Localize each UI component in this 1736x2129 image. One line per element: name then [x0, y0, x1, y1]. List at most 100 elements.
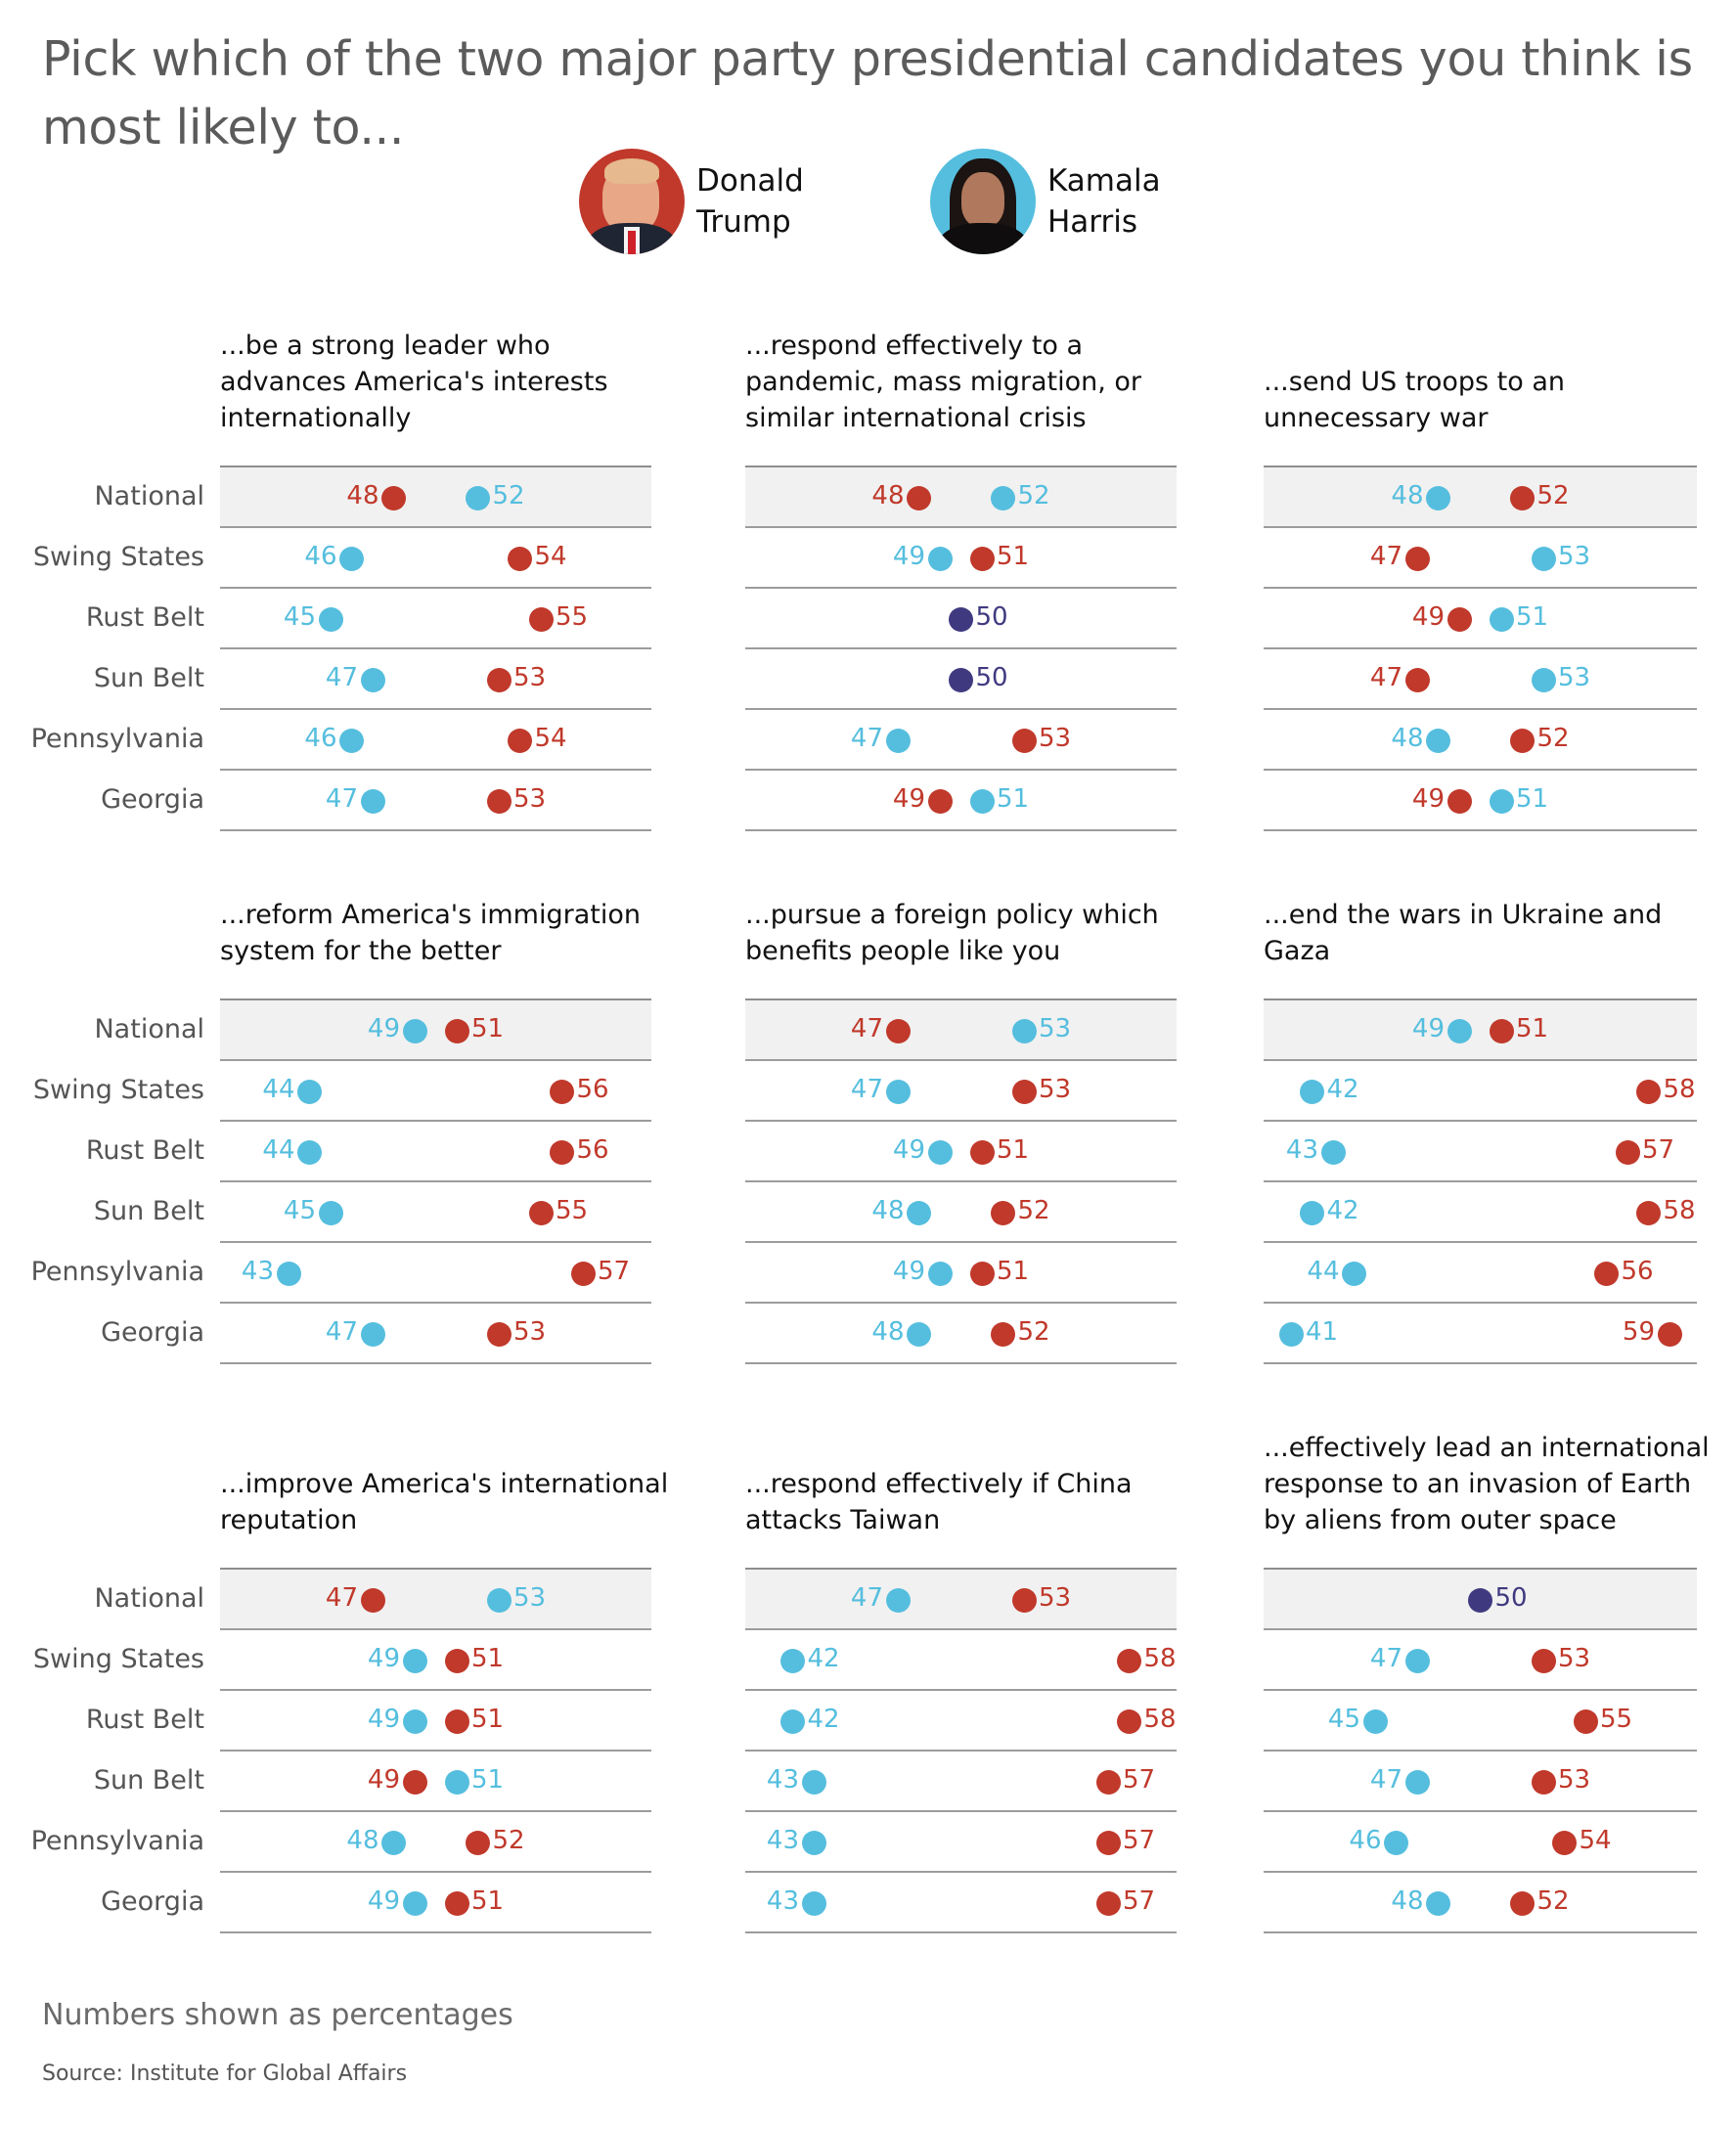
- panel-7: ...improve America's international reput…: [31, 1469, 668, 1933]
- trump-dot: [1011, 729, 1037, 753]
- harris-value-label: 47: [1369, 1765, 1402, 1795]
- harris-value-label: 53: [513, 1583, 547, 1613]
- row-label: Swing States: [32, 542, 204, 572]
- harris-value-label: 53: [1039, 1014, 1072, 1043]
- trump-dot: [528, 1201, 554, 1225]
- trump-value-label: 54: [534, 542, 567, 571]
- table-row: Swing States 54 46: [33, 528, 651, 589]
- trump-dot: [508, 729, 532, 753]
- trump-dot: [486, 668, 512, 692]
- tie-dot: [1468, 1588, 1492, 1613]
- trump-dot: [486, 789, 512, 814]
- trump-value-label: 47: [1369, 542, 1402, 571]
- panel-4: ...reform America's immigration system f…: [31, 900, 651, 1364]
- harris-value-label: 45: [1327, 1705, 1360, 1734]
- row-label: Pennsylvania: [30, 1257, 204, 1287]
- harris-value-label: 47: [850, 1075, 883, 1104]
- table-row: Swing States 51 49: [33, 1630, 651, 1691]
- harris-dot: [885, 1080, 911, 1104]
- table-row: 57 43: [745, 1812, 1177, 1873]
- trump-value-label: 57: [1123, 1886, 1156, 1916]
- panel-8: ...respond effectively if China attacks …: [745, 1469, 1177, 1933]
- trump-dot: [444, 1019, 469, 1043]
- trump-dot: [1510, 486, 1535, 510]
- trump-dot: [486, 1322, 512, 1347]
- table-row: Swing States 56 44: [33, 1061, 651, 1122]
- tie-value-label: 50: [975, 602, 1008, 632]
- trump-dot: [969, 1140, 995, 1165]
- harris-dot: [907, 1201, 931, 1225]
- trump-value-label: 57: [598, 1257, 631, 1286]
- harris-dot: [486, 1588, 512, 1613]
- trump-dot: [444, 1709, 469, 1734]
- trump-value-label: 54: [534, 724, 567, 753]
- harris-dot: [885, 729, 911, 753]
- harris-value-label: 52: [492, 481, 525, 510]
- trump-value-label: 58: [1143, 1644, 1177, 1673]
- harris-dot: [1404, 1649, 1430, 1673]
- harris-portrait-icon: [930, 149, 1036, 254]
- table-row: Rust Belt 55 45: [86, 589, 651, 649]
- trump-value-label: 48: [346, 481, 379, 510]
- trump-value-label: 47: [325, 1583, 358, 1613]
- harris-value-label: 48: [871, 1196, 905, 1225]
- trump-value-label: 51: [997, 1135, 1030, 1165]
- row-label: Sun Belt: [93, 1765, 204, 1796]
- panel-9: ...effectively lead an international res…: [1264, 1433, 1710, 1933]
- table-row: Pennsylvania 52 48: [31, 1812, 651, 1873]
- table-row: 52 48: [1264, 1873, 1697, 1933]
- harris-value-label: 43: [766, 1826, 799, 1855]
- trump-value-label: 53: [1039, 1075, 1072, 1104]
- trump-dot: [969, 547, 995, 571]
- table-row: Sun Belt 53 47: [94, 649, 651, 710]
- trump-dot: [1404, 668, 1430, 692]
- trump-dot: [360, 1588, 385, 1613]
- trump-value-label: 53: [513, 784, 547, 814]
- trump-value-label: 53: [1558, 1765, 1591, 1795]
- harris-dot: [339, 729, 364, 753]
- harris-value-label: 48: [871, 1317, 905, 1347]
- table-row: 57 43: [745, 1873, 1177, 1933]
- trump-value-label: 55: [1600, 1705, 1633, 1734]
- row-label: Rust Belt: [85, 602, 204, 633]
- harris-value-label: 41: [1306, 1317, 1339, 1347]
- trump-value-label: 51: [471, 1644, 505, 1673]
- table-row: 52 48: [745, 1304, 1177, 1364]
- harris-value-label: 53: [1558, 663, 1591, 692]
- harris-dot: [360, 1322, 385, 1347]
- harris-value-label: 47: [325, 1317, 358, 1347]
- trump-value-label: 58: [1663, 1196, 1696, 1225]
- table-row: Pennsylvania 57 43: [31, 1243, 651, 1304]
- harris-value-label: 44: [262, 1135, 295, 1165]
- harris-dot: [927, 547, 953, 571]
- table-row: 49 51: [1264, 771, 1697, 831]
- trump-dot: [885, 1019, 911, 1043]
- table-row: Rust Belt 51 49: [86, 1691, 651, 1752]
- harris-dot: [360, 668, 385, 692]
- harris-dot: [1384, 1831, 1408, 1855]
- harris-dot: [466, 486, 490, 510]
- table-row: 53 47: [745, 710, 1177, 771]
- trump-value-label: 49: [892, 784, 925, 814]
- harris-dot: [360, 789, 385, 814]
- row-label: Georgia: [101, 1886, 204, 1917]
- table-row: 53 47: [745, 1061, 1177, 1122]
- trump-dot: [1636, 1201, 1661, 1225]
- trump-dot: [1531, 1770, 1556, 1795]
- trump-dot: [1095, 1891, 1121, 1916]
- tie-dot: [949, 607, 973, 632]
- trump-value-label: 47: [850, 1014, 883, 1043]
- panel-5: ...pursue a foreign policy which benefit…: [745, 900, 1177, 1364]
- trump-value-label: 51: [471, 1705, 505, 1734]
- trump-dot: [1447, 607, 1472, 632]
- harris-dot: [1426, 1891, 1450, 1916]
- row-label: Georgia: [101, 1317, 204, 1348]
- trump-portrait-icon: [579, 149, 685, 254]
- tie-value-label: 50: [975, 663, 1008, 692]
- trump-dot: [969, 1262, 995, 1286]
- trump-dot: [444, 1649, 469, 1673]
- table-row: 49 51: [745, 771, 1177, 831]
- trump-value-label: 53: [1039, 724, 1072, 753]
- trump-dot: [991, 1322, 1015, 1347]
- panel-title: ...respond effectively to a pandemic, ma…: [745, 331, 1142, 433]
